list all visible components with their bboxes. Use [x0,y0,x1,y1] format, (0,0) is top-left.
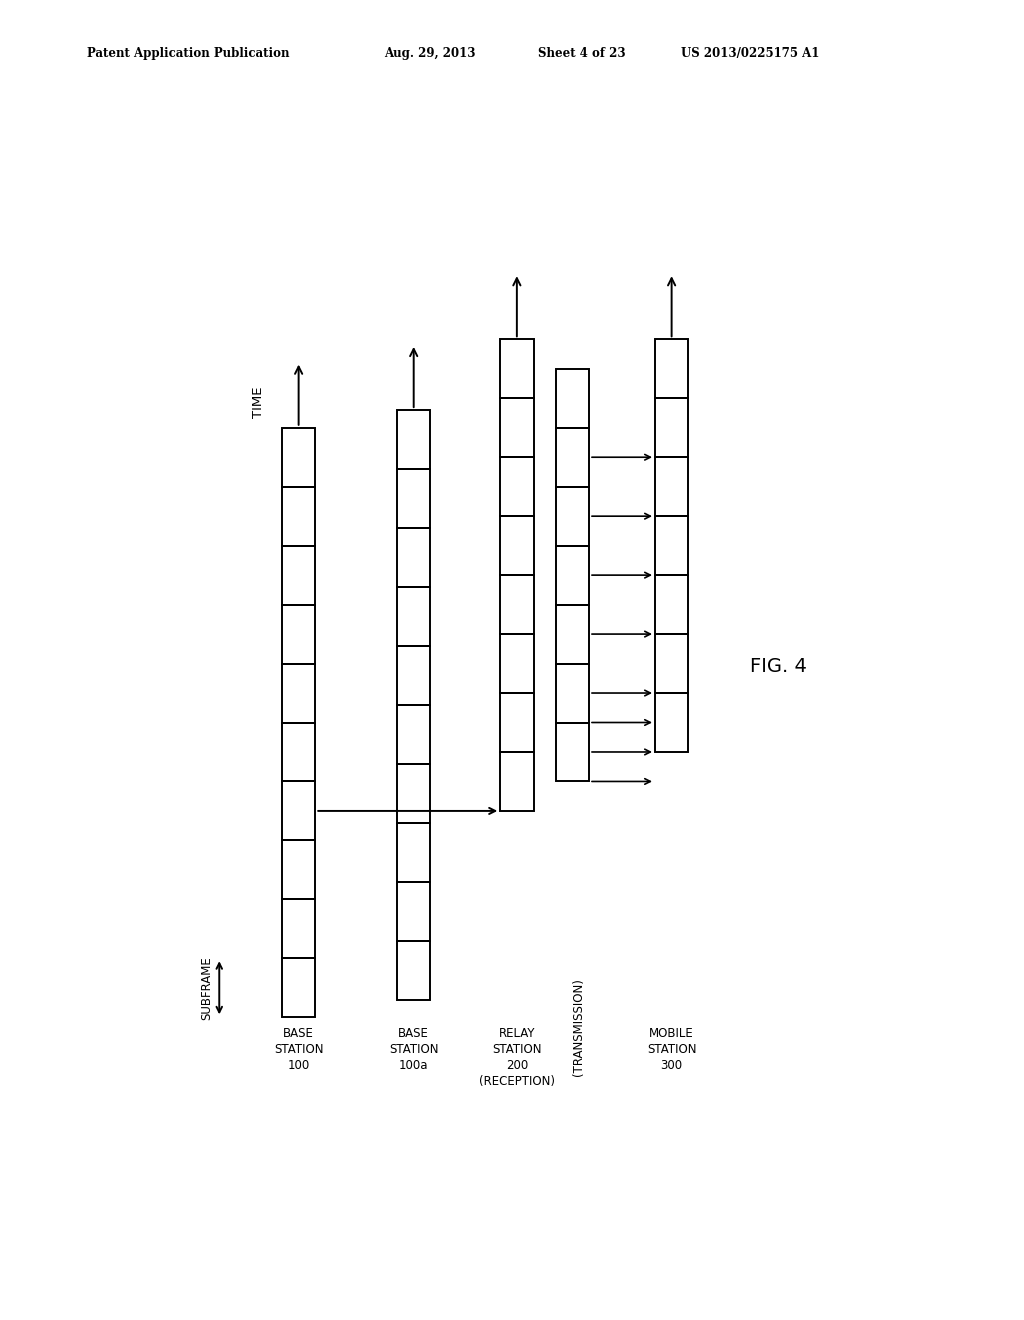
Text: TIME: TIME [252,385,264,417]
Bar [397,411,430,469]
Bar [500,516,534,576]
Bar [282,841,315,899]
Text: SUBFRAME: SUBFRAME [200,956,213,1019]
Bar [655,516,688,576]
Bar [397,822,430,882]
Bar [397,645,430,705]
Bar [655,576,688,634]
Bar [556,368,589,428]
Bar [282,545,315,605]
Bar [397,941,430,999]
Bar [282,781,315,841]
Bar [500,693,534,752]
Bar [397,705,430,764]
Bar [500,339,534,399]
Bar [556,428,589,487]
Bar [500,399,534,457]
Bar [282,605,315,664]
Bar [500,457,534,516]
Bar [282,899,315,958]
Bar [655,634,688,693]
Text: FIG. 4: FIG. 4 [751,657,807,676]
Bar [282,664,315,722]
Bar [556,545,589,605]
Bar [655,399,688,457]
Bar [397,528,430,587]
Bar [282,428,315,487]
Bar [655,457,688,516]
Bar [282,958,315,1018]
Text: US 2013/0225175 A1: US 2013/0225175 A1 [681,46,819,59]
Text: Patent Application Publication: Patent Application Publication [87,46,290,59]
Bar [556,664,589,722]
Text: Sheet 4 of 23: Sheet 4 of 23 [538,46,626,59]
Text: BASE
STATION
100: BASE STATION 100 [273,1027,324,1072]
Bar [655,339,688,399]
Bar [500,576,534,634]
Text: Aug. 29, 2013: Aug. 29, 2013 [384,46,475,59]
Bar [500,634,534,693]
Text: (TRANSMISSION): (TRANSMISSION) [572,978,586,1076]
Bar [397,469,430,528]
Bar [556,722,589,781]
Text: MOBILE
STATION
300: MOBILE STATION 300 [647,1027,696,1072]
Text: BASE
STATION
100a: BASE STATION 100a [389,1027,438,1072]
Bar [556,487,589,545]
Bar [282,487,315,545]
Text: RELAY
STATION
200
(RECEPTION): RELAY STATION 200 (RECEPTION) [479,1027,555,1089]
Bar [282,722,315,781]
Bar [500,752,534,810]
Bar [655,693,688,752]
Bar [397,882,430,941]
Bar [556,605,589,664]
Bar [397,764,430,822]
Bar [397,587,430,645]
